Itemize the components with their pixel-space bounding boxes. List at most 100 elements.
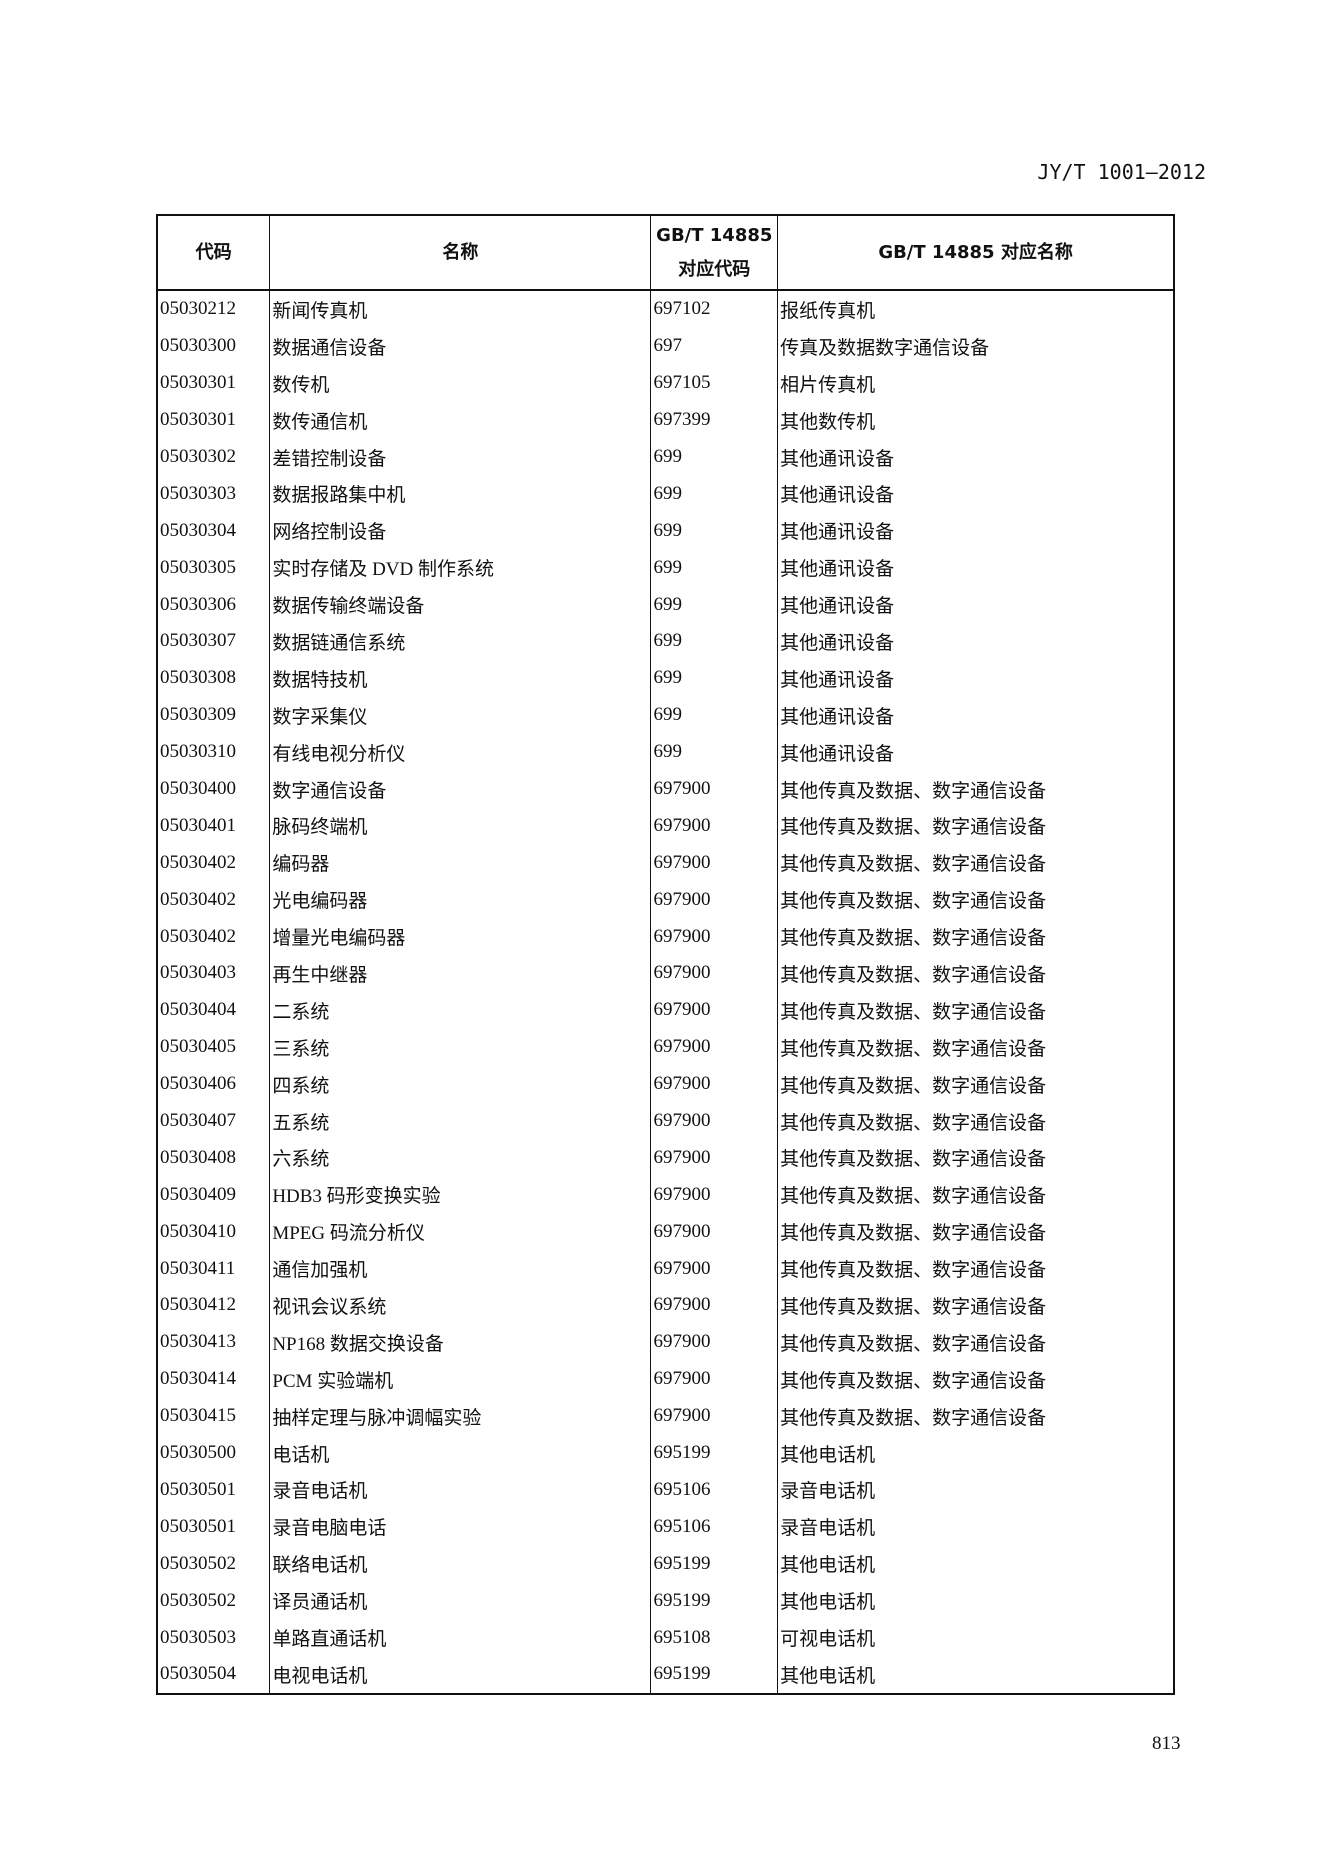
- cell-code: 05030405: [156, 1028, 271, 1066]
- cell-gb-name: 报纸传真机: [777, 290, 1175, 328]
- cell-code: 05030402: [156, 844, 271, 882]
- table-row: 05030305 实时存储及 DVD 制作系统 699 其他通讯设备: [156, 549, 1175, 587]
- cell-gb-name: 其他传真及数据、数字通信设备: [777, 1287, 1175, 1324]
- table-row: 05030300 数据通信设备 697 传真及数据数字通信设备: [156, 327, 1175, 365]
- cell-code: 05030305: [156, 549, 271, 587]
- cell-gb-name: 其他传真及数据、数字通信设备: [777, 955, 1175, 992]
- cell-name: 编码器: [269, 844, 652, 882]
- cell-gb-name: 其他传真及数据、数字通信设备: [777, 918, 1175, 956]
- cell-gb-code: 697900: [650, 918, 779, 956]
- cell-code: 05030414: [156, 1360, 271, 1398]
- cell-gb-name: 录音电话机: [777, 1508, 1175, 1546]
- cell-gb-code: 699: [650, 512, 779, 550]
- cell-code: 05030413: [156, 1323, 271, 1361]
- table-row: 05030404 二系统 697900 其他传真及数据、数字通信设备: [156, 991, 1175, 1029]
- cell-code: 05030412: [156, 1287, 271, 1324]
- cell-gb-name: 其他传真及数据、数字通信设备: [777, 1065, 1175, 1103]
- cell-gb-name: 其他传真及数据、数字通信设备: [777, 1213, 1175, 1251]
- cell-gb-code: 697900: [650, 807, 779, 845]
- cell-code: 05030403: [156, 955, 271, 992]
- cell-gb-name: 其他传真及数据、数字通信设备: [777, 1397, 1175, 1435]
- header-gb-code: GB/T 14885 对应代码: [650, 214, 779, 291]
- cell-name: 增量光电编码器: [269, 918, 652, 956]
- cell-name: 视讯会议系统: [269, 1287, 652, 1324]
- cell-gb-name: 相片传真机: [777, 364, 1175, 402]
- cell-name: 录音电话机: [269, 1471, 652, 1509]
- cell-code: 05030504: [156, 1655, 271, 1694]
- cell-code: 05030409: [156, 1176, 271, 1214]
- cell-code: 05030406: [156, 1065, 271, 1103]
- cell-gb-code: 697900: [650, 1028, 779, 1066]
- cell-code: 05030301: [156, 364, 271, 402]
- cell-gb-code: 697900: [650, 1139, 779, 1177]
- header-gb-name: GB/T 14885 对应名称: [777, 214, 1175, 291]
- cell-gb-name: 其他通讯设备: [777, 733, 1175, 771]
- table-row: 05030406 四系统 697900 其他传真及数据、数字通信设备: [156, 1065, 1175, 1103]
- table-row: 05030410 MPEG 码流分析仪 697900 其他传真及数据、数字通信设备: [156, 1213, 1175, 1251]
- table-row: 05030413 NP168 数据交换设备 697900 其他传真及数据、数字通信设备: [156, 1323, 1175, 1361]
- table-row: 05030415 抽样定理与脉冲调幅实验 697900 其他传真及数据、数字通信设备: [156, 1397, 1175, 1435]
- cell-gb-name: 其他传真及数据、数字通信设备: [777, 1139, 1175, 1177]
- cell-name: 网络控制设备: [269, 512, 652, 550]
- cell-gb-name: 其他传真及数据、数字通信设备: [777, 1250, 1175, 1288]
- cell-gb-name: 其他通讯设备: [777, 696, 1175, 734]
- table-row: 05030302 差错控制设备 699 其他通讯设备: [156, 438, 1175, 476]
- cell-gb-name: 录音电话机: [777, 1471, 1175, 1509]
- cell-code: 05030402: [156, 918, 271, 956]
- cell-gb-name: 其他通讯设备: [777, 438, 1175, 476]
- table-row: 05030304 网络控制设备 699 其他通讯设备: [156, 512, 1175, 550]
- cell-gb-code: 695106: [650, 1508, 779, 1546]
- cell-gb-name: 其他通讯设备: [777, 586, 1175, 624]
- cell-name: HDB3 码形变换实验: [269, 1176, 652, 1214]
- cell-gb-name: 可视电话机: [777, 1619, 1175, 1656]
- cell-name: 数字采集仪: [269, 696, 652, 734]
- cell-gb-name: 其他传真及数据、数字通信设备: [777, 1360, 1175, 1398]
- cell-gb-code: 697900: [650, 1397, 779, 1435]
- cell-name: 脉码终端机: [269, 807, 652, 845]
- cell-name: 通信加强机: [269, 1250, 652, 1288]
- cell-code: 05030302: [156, 438, 271, 476]
- table-row: 05030309 数字采集仪 699 其他通讯设备: [156, 696, 1175, 734]
- cell-gb-name: 其他传真及数据、数字通信设备: [777, 1028, 1175, 1066]
- cell-name: 二系统: [269, 991, 652, 1029]
- cell-gb-code: 697900: [650, 1102, 779, 1140]
- cell-gb-code: 697399: [650, 401, 779, 439]
- cell-gb-name: 其他通讯设备: [777, 512, 1175, 550]
- cell-code: 05030502: [156, 1545, 271, 1583]
- cell-name: 数传机: [269, 364, 652, 402]
- table-row: 05030402 光电编码器 697900 其他传真及数据、数字通信设备: [156, 881, 1175, 919]
- table-row: 05030212 新闻传真机 697102 报纸传真机: [156, 290, 1175, 328]
- cell-code: 05030307: [156, 623, 271, 660]
- cell-name: 新闻传真机: [269, 290, 652, 328]
- cell-gb-code: 697900: [650, 1323, 779, 1361]
- table-row: 05030503 单路直通话机 695108 可视电话机: [156, 1619, 1175, 1656]
- cell-name: MPEG 码流分析仪: [269, 1213, 652, 1251]
- table-row: 05030504 电视电话机 695199 其他电话机: [156, 1655, 1175, 1694]
- cell-code: 05030410: [156, 1213, 271, 1251]
- cell-name: 实时存储及 DVD 制作系统: [269, 549, 652, 587]
- cell-name: 译员通话机: [269, 1582, 652, 1620]
- cell-gb-code: 695199: [650, 1655, 779, 1694]
- code-table: 代码 名称 GB/T 14885 对应代码 GB/T 14885 对应名称 050…: [156, 214, 1175, 1695]
- cell-name: NP168 数据交换设备: [269, 1323, 652, 1361]
- header-name: 名称: [269, 214, 652, 291]
- cell-code: 05030402: [156, 881, 271, 919]
- page-number: 813: [1152, 1733, 1181, 1754]
- cell-gb-code: 697900: [650, 1176, 779, 1214]
- cell-code: 05030304: [156, 512, 271, 550]
- cell-gb-name: 其他通讯设备: [777, 549, 1175, 587]
- header-code: 代码: [156, 214, 271, 291]
- cell-gb-code: 699: [650, 438, 779, 476]
- cell-name: 三系统: [269, 1028, 652, 1066]
- cell-gb-name: 其他电话机: [777, 1655, 1175, 1694]
- table-row: 05030401 脉码终端机 697900 其他传真及数据、数字通信设备: [156, 807, 1175, 845]
- cell-gb-name: 传真及数据数字通信设备: [777, 327, 1175, 365]
- cell-code: 05030415: [156, 1397, 271, 1435]
- cell-gb-name: 其他传真及数据、数字通信设备: [777, 881, 1175, 919]
- cell-code: 05030501: [156, 1508, 271, 1546]
- cell-gb-name: 其他传真及数据、数字通信设备: [777, 1323, 1175, 1361]
- table-row: 05030307 数据链通信系统 699 其他通讯设备: [156, 623, 1175, 660]
- cell-gb-code: 699: [650, 623, 779, 660]
- cell-gb-code: 699: [650, 549, 779, 587]
- cell-code: 05030500: [156, 1434, 271, 1472]
